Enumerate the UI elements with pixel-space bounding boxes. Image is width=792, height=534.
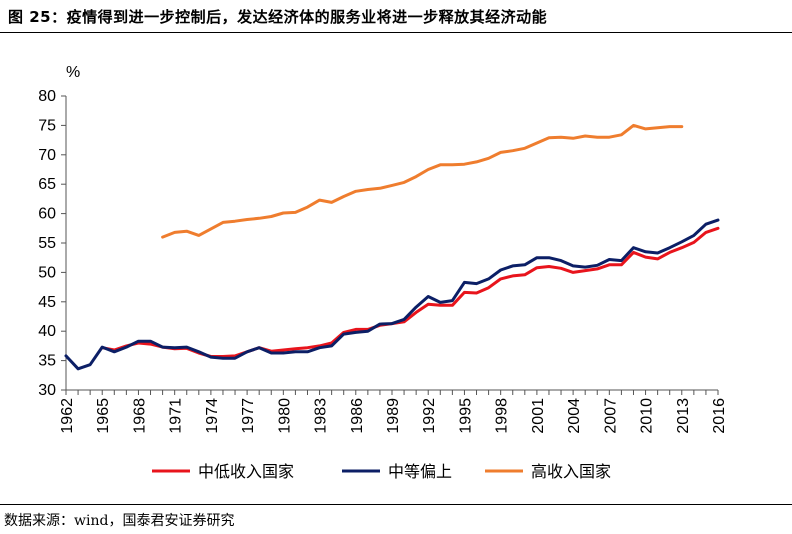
x-tick-label: 2004 [566,398,583,434]
x-tick-label: 1992 [421,398,438,434]
x-tick-label: 1989 [385,398,402,434]
chart-legend: 中低收入国家 中等偏上 高收入国家 [152,463,611,481]
x-tick-label: 1977 [240,398,257,434]
x-tick-label: 2007 [602,398,619,434]
x-tick-label: 1980 [276,398,293,434]
y-tick-label: 40 [38,323,56,340]
figure-title: 图 25：疫情得到进一步控制后，发达经济体的服务业将进一步释放其经济动能 [8,8,548,26]
y-tick-label: 50 [38,264,56,281]
chart-series-lines [64,123,720,371]
series-line-0 [100,226,720,358]
x-tick-label: 1974 [204,398,221,434]
x-tick-label: 1965 [95,398,112,434]
x-tick-label: 1983 [313,398,330,434]
x-tick-label: 1971 [168,398,185,434]
y-tick-label: 45 [38,294,56,311]
data-source-note: 数据来源：wind，国泰君安证券研究 [4,513,235,529]
x-tick-label: 2010 [639,398,656,434]
x-tick-label: 1968 [131,398,148,434]
legend-label-0: 中低收入国家 [198,463,294,481]
y-tick-label: 35 [38,353,56,370]
x-tick-label: 1995 [457,398,474,434]
x-tick-label: 1986 [349,398,366,434]
y-axis-unit-label: % [66,64,80,81]
line-chart: % 30 35 40 45 50 55 60 65 70 75 80 1962 1965 1968 1971… [38,64,728,481]
top-divider [0,32,792,33]
series-line-2 [161,123,684,239]
legend-label-1: 中等偏上 [388,463,452,481]
y-tick-label: 30 [38,382,56,399]
y-tick-label: 75 [38,117,56,134]
series-line-1 [64,218,720,371]
x-tick-label: 2013 [675,398,692,434]
x-tick-label: 2001 [530,398,547,434]
x-tick-label: 1998 [494,398,511,434]
bottom-divider [0,504,792,505]
y-tick-label: 55 [38,235,56,252]
y-tick-label: 70 [38,147,56,164]
x-tick-label: 1962 [59,398,76,434]
y-tick-label: 60 [38,206,56,223]
chart-axes: 30 35 40 45 50 55 60 65 70 75 80 1962 1965 1968 1971 19… [38,88,728,434]
x-tick-label: 2016 [711,398,728,434]
y-tick-label: 80 [38,88,56,105]
legend-label-2: 高收入国家 [531,463,611,481]
y-tick-label: 65 [38,176,56,193]
